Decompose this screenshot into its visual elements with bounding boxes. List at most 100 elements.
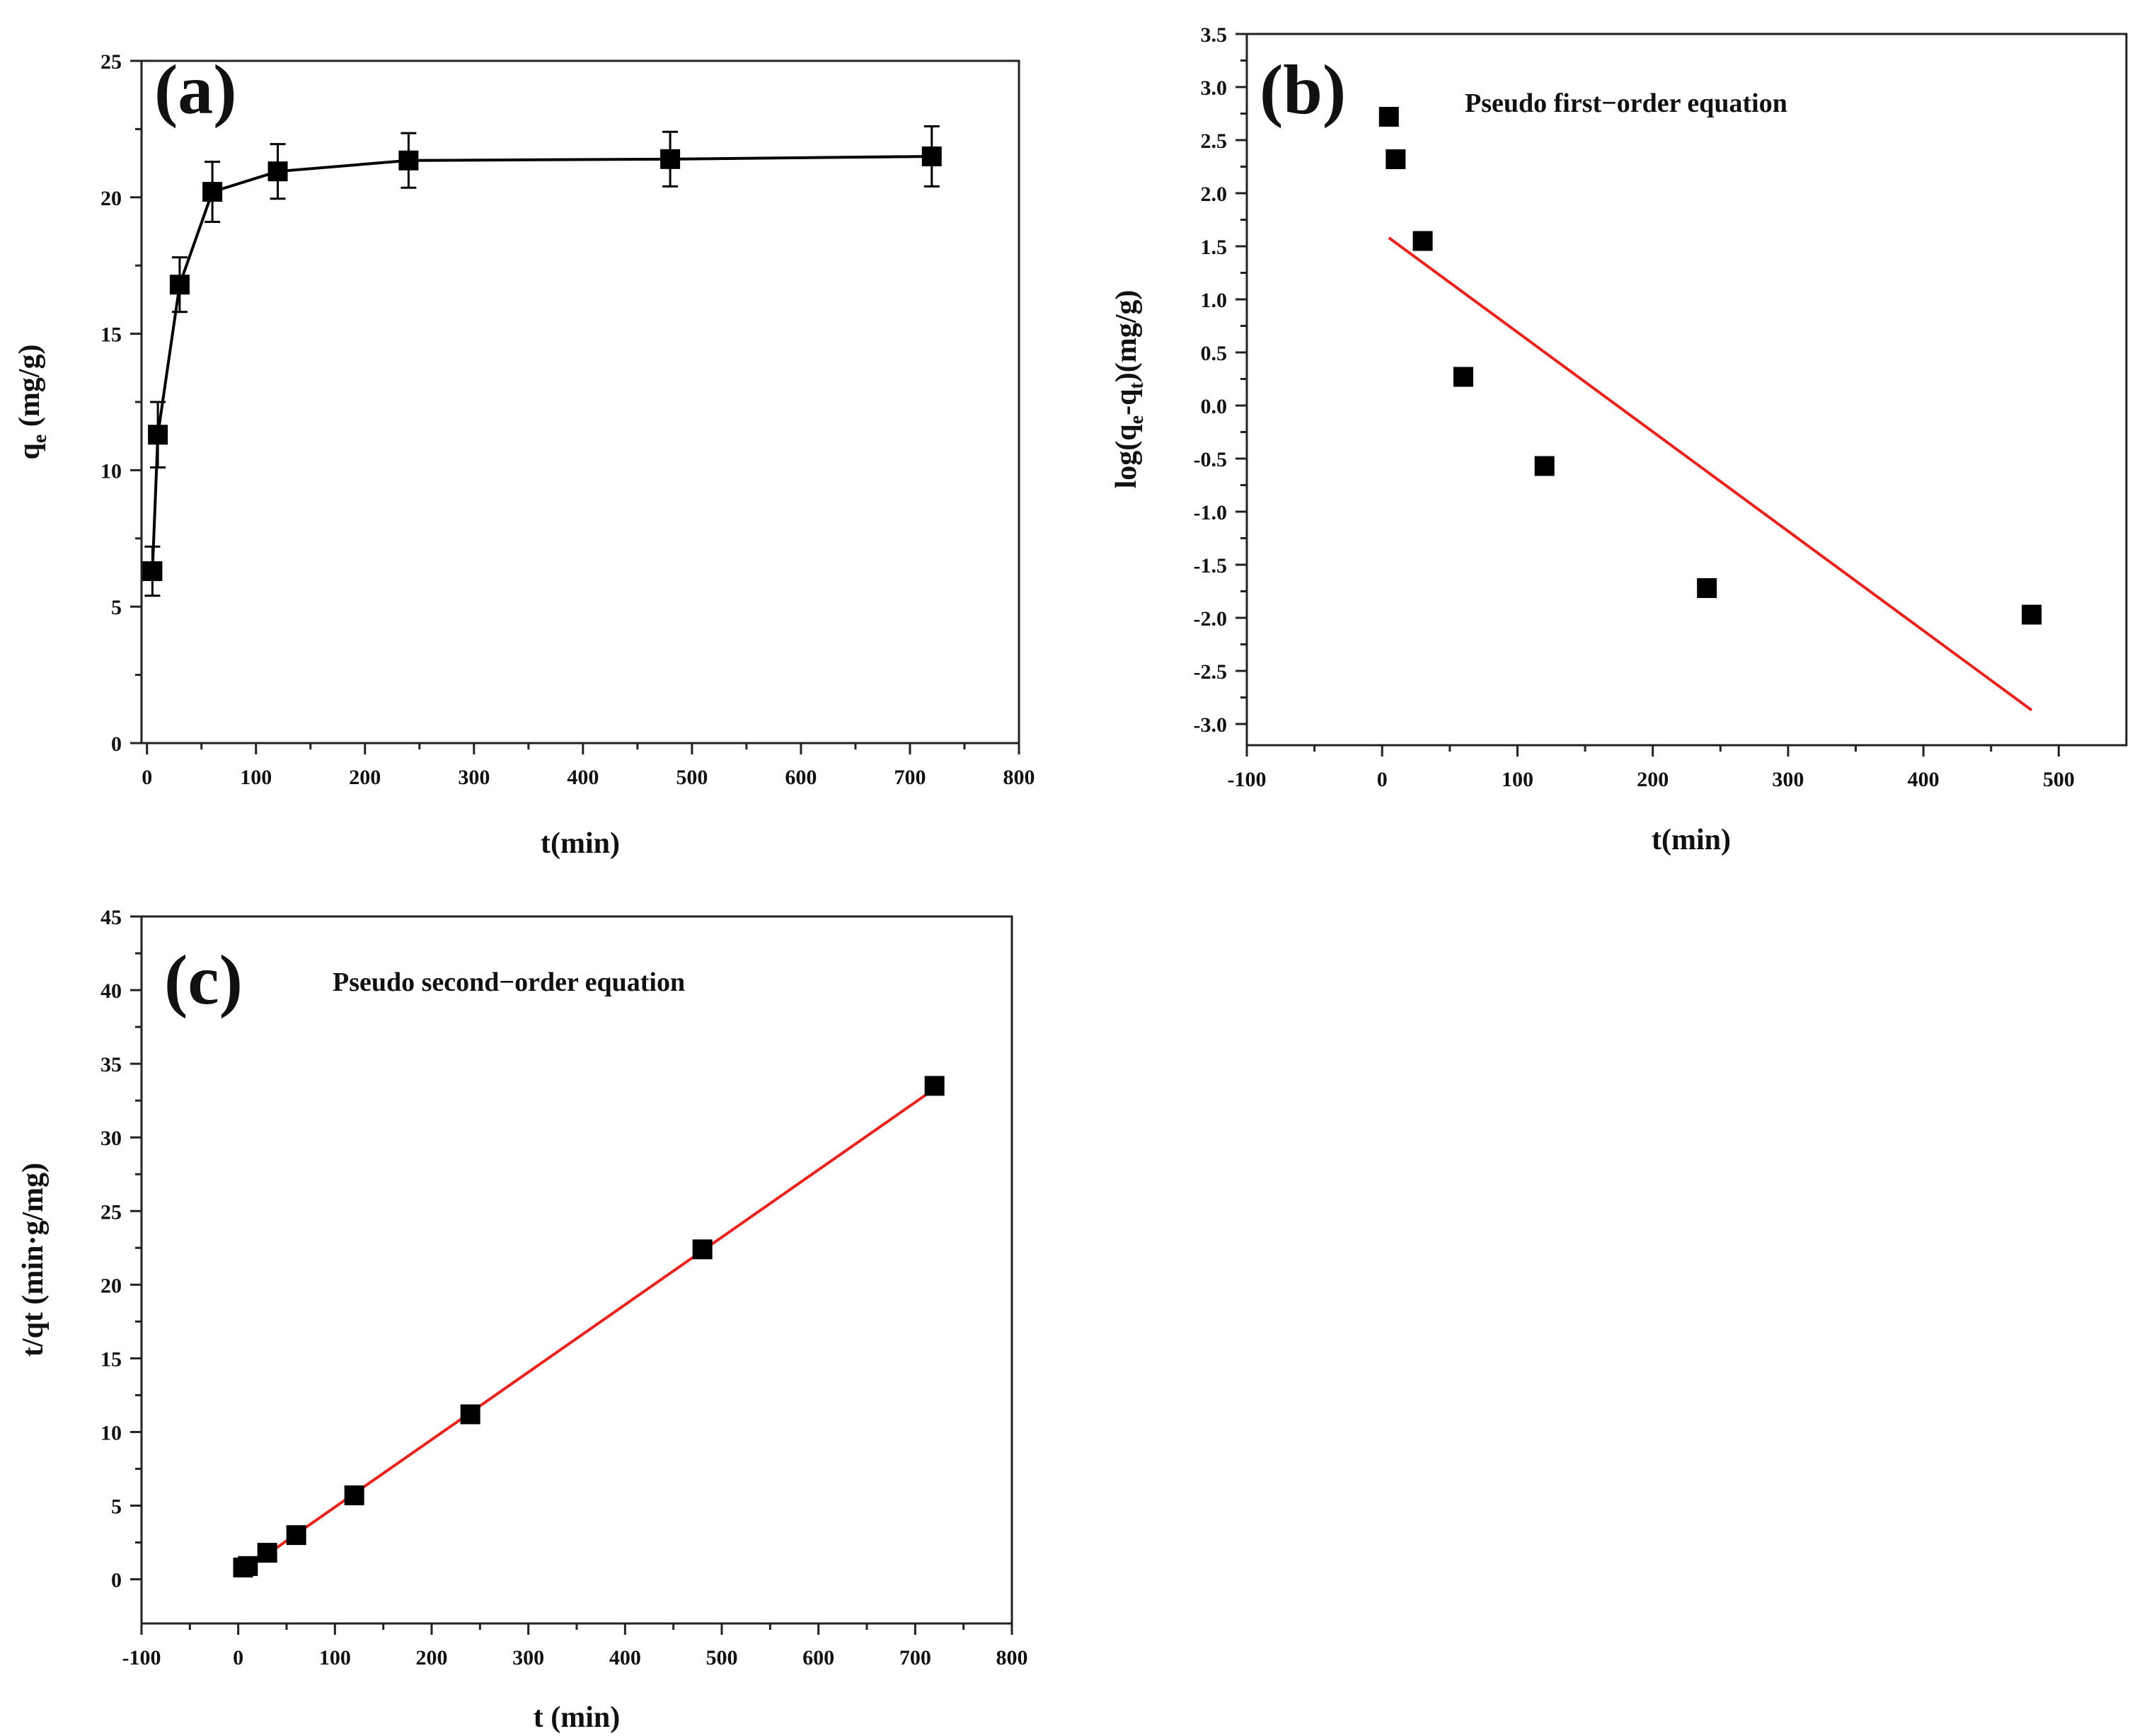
- panel-c-plot: [233, 1076, 945, 1577]
- panel-b-x-tick-label: 200: [1637, 768, 1669, 791]
- panel-c-y-axis-title: t/qt (min·g/mg): [17, 1163, 50, 1357]
- panel-a-data-point: [169, 275, 190, 295]
- panel-b-y-title-part1: log(q: [1110, 424, 1143, 488]
- panel-a-data-point: [148, 425, 168, 445]
- panel-a-data-point: [660, 149, 681, 169]
- panel-b-x-tick-label: 400: [1908, 768, 1940, 791]
- panel-b-y-tick-label: 3.5: [1201, 23, 1228, 47]
- panel-c-y-tick-label: 25: [100, 1200, 122, 1224]
- panel-b-y-tick-label: 2.5: [1201, 130, 1228, 153]
- panel-c-frame: [140, 915, 1013, 1625]
- panel-b-x-tick-label: 300: [1772, 768, 1804, 791]
- panel-a-x-tick-label: 100: [240, 766, 272, 789]
- panel-b-data-point: [1534, 456, 1555, 476]
- panel-c-data-point: [924, 1076, 945, 1096]
- panel-b-x-tick-label: 0: [1377, 768, 1388, 791]
- panel-b-fit-line: [1388, 236, 2033, 712]
- panel-c-x-tick-label: 200: [416, 1646, 448, 1669]
- panel-b-y-tick-label: 0.5: [1201, 342, 1228, 365]
- panel-c-y-tick-label: 0: [111, 1569, 122, 1592]
- panel-a-data-point: [142, 561, 163, 582]
- panel-b-y-tick-label: 1.0: [1201, 289, 1228, 312]
- panel-a-x-tick-label: 0: [142, 766, 152, 789]
- panel-b-frame: [1245, 33, 2128, 747]
- panel-b-x-tick-label: 100: [1502, 768, 1533, 791]
- panel-a-y-tick-label: 25: [100, 50, 122, 74]
- panel-b-y-tick-label: 3.0: [1201, 76, 1228, 100]
- panel-c-x-tick-label: 400: [609, 1646, 641, 1669]
- panel-a-y-title-main: q: [13, 443, 46, 459]
- panel-c-x-tick-label: 300: [512, 1646, 544, 1669]
- panel-a-data-point: [921, 146, 942, 166]
- panel-b-data-point: [1378, 107, 1399, 127]
- panel-a-y-tick-label: 15: [100, 323, 122, 347]
- panel-b-data-point: [2022, 604, 2042, 625]
- panel-b-x-tick-label: 500: [2043, 768, 2075, 791]
- panel-a-y-title-unit: (mg/g): [13, 345, 46, 435]
- panel-b-x-axis-title: t(min): [1652, 824, 1731, 856]
- panel-c-x-axis-title: t (min): [534, 1701, 620, 1734]
- panel-b-annotation: Pseudo first−order equation: [1465, 88, 1787, 118]
- panel-c-y-tick-label: 45: [100, 906, 122, 929]
- panel-b-y-title-part5: )(mg/g): [1110, 290, 1143, 383]
- panel-c-data-point: [692, 1239, 713, 1260]
- panel-a-x-axis-title: t(min): [541, 827, 620, 860]
- panel-a-data-point: [202, 182, 223, 202]
- panel-b-y-tick-label: -1.5: [1194, 554, 1228, 577]
- panel-b-y-tick-label: -3.0: [1194, 713, 1228, 737]
- panel-b-data-point: [1697, 578, 1717, 598]
- panel-c-y-tick-label: 5: [111, 1495, 122, 1519]
- panel-c-y-tick-label: 20: [100, 1274, 122, 1297]
- panel-c-data-point: [257, 1543, 277, 1563]
- panel-a-series-line: [151, 154, 932, 572]
- panel-b-y-axis-title: log(qe-qt)(mg/g): [1110, 290, 1148, 489]
- panel-b-letter: (b): [1260, 50, 1346, 129]
- panel-a-y-tick-label: 0: [111, 732, 122, 756]
- panel-c-data-point: [238, 1556, 258, 1576]
- panel-b-grid-ticks: -100 0 100 200 300 400 500 -3.0 -2.5 -2.0 -1.5 -1.0…: [1194, 23, 2075, 791]
- panel-c-y-tick-label: 40: [100, 979, 122, 1003]
- panel-c-x-tick-label: -100: [122, 1646, 161, 1669]
- panel-a-x-tick-label: 400: [567, 766, 599, 789]
- panel-a-data-point: [267, 161, 288, 182]
- panel-b-y-tick-label: 1.5: [1201, 236, 1228, 259]
- panel-c-y-tick-label: 10: [100, 1421, 122, 1444]
- panel-c-annotation: Pseudo second−order equation: [333, 967, 685, 997]
- panel-a-x-tick-label: 600: [785, 766, 817, 789]
- panel-a-y-tick-label: 10: [100, 459, 122, 483]
- panel-c-x-tick-label: 800: [996, 1646, 1028, 1669]
- panel-a-data-point: [398, 150, 419, 171]
- panel-b-y-tick-label: 2.0: [1201, 183, 1228, 206]
- panel-b-y-tick-label: -2.0: [1194, 607, 1228, 631]
- panel-b-data-point: [1386, 149, 1406, 169]
- panel-c-x-tick-label: 700: [899, 1646, 931, 1669]
- panel-b-y-title-sub-t: t: [1126, 382, 1148, 389]
- panel-c-x-tick-label: 600: [802, 1646, 834, 1669]
- panel-b-y-tick-label: 0.0: [1201, 395, 1228, 418]
- panel-b-y-tick-label: -0.5: [1194, 448, 1228, 471]
- panel-b-data-point: [1453, 367, 1473, 387]
- panel-a-x-tick-label: 300: [458, 766, 490, 789]
- panel-b-x-tick-label: -100: [1228, 768, 1267, 791]
- panel-b-y-title-sub-e: e: [1126, 415, 1148, 424]
- panel-b: -100 0 100 200 300 400 500 -3.0 -2.5 -2.0 -1.5 -1.0…: [1110, 23, 2128, 856]
- panel-a-x-tick-label: 700: [894, 766, 926, 789]
- panel-b-data-point: [1412, 231, 1433, 251]
- panel-a-x-tick-label: 800: [1003, 766, 1035, 789]
- panel-c-data-point: [344, 1485, 364, 1505]
- panel-c-y-tick-label: 30: [100, 1127, 122, 1150]
- panel-a-plot: [142, 125, 942, 597]
- panel-c-x-tick-label: 0: [233, 1646, 243, 1669]
- panel-a-y-tick-label: 5: [111, 596, 122, 619]
- panel-a-grid-ticks: 0 100 200 300 400 500 600 700 800 0 5 10 15 20 25: [100, 50, 1035, 789]
- panel-c-x-tick-label: 500: [706, 1646, 738, 1669]
- panel-a-y-title-sub: e: [29, 435, 51, 443]
- panel-c-data-point: [460, 1404, 480, 1425]
- panel-b-y-title-part3: -q: [1110, 389, 1143, 415]
- panel-b-y-tick-label: -1.0: [1194, 501, 1228, 524]
- panel-c: -100 0 100 200 300 400 500 600 700 800 0 5 10 15 20 25 3…: [17, 906, 1028, 1734]
- panel-c-letter: (c): [164, 941, 243, 1019]
- panel-a-x-tick-label: 200: [349, 766, 381, 789]
